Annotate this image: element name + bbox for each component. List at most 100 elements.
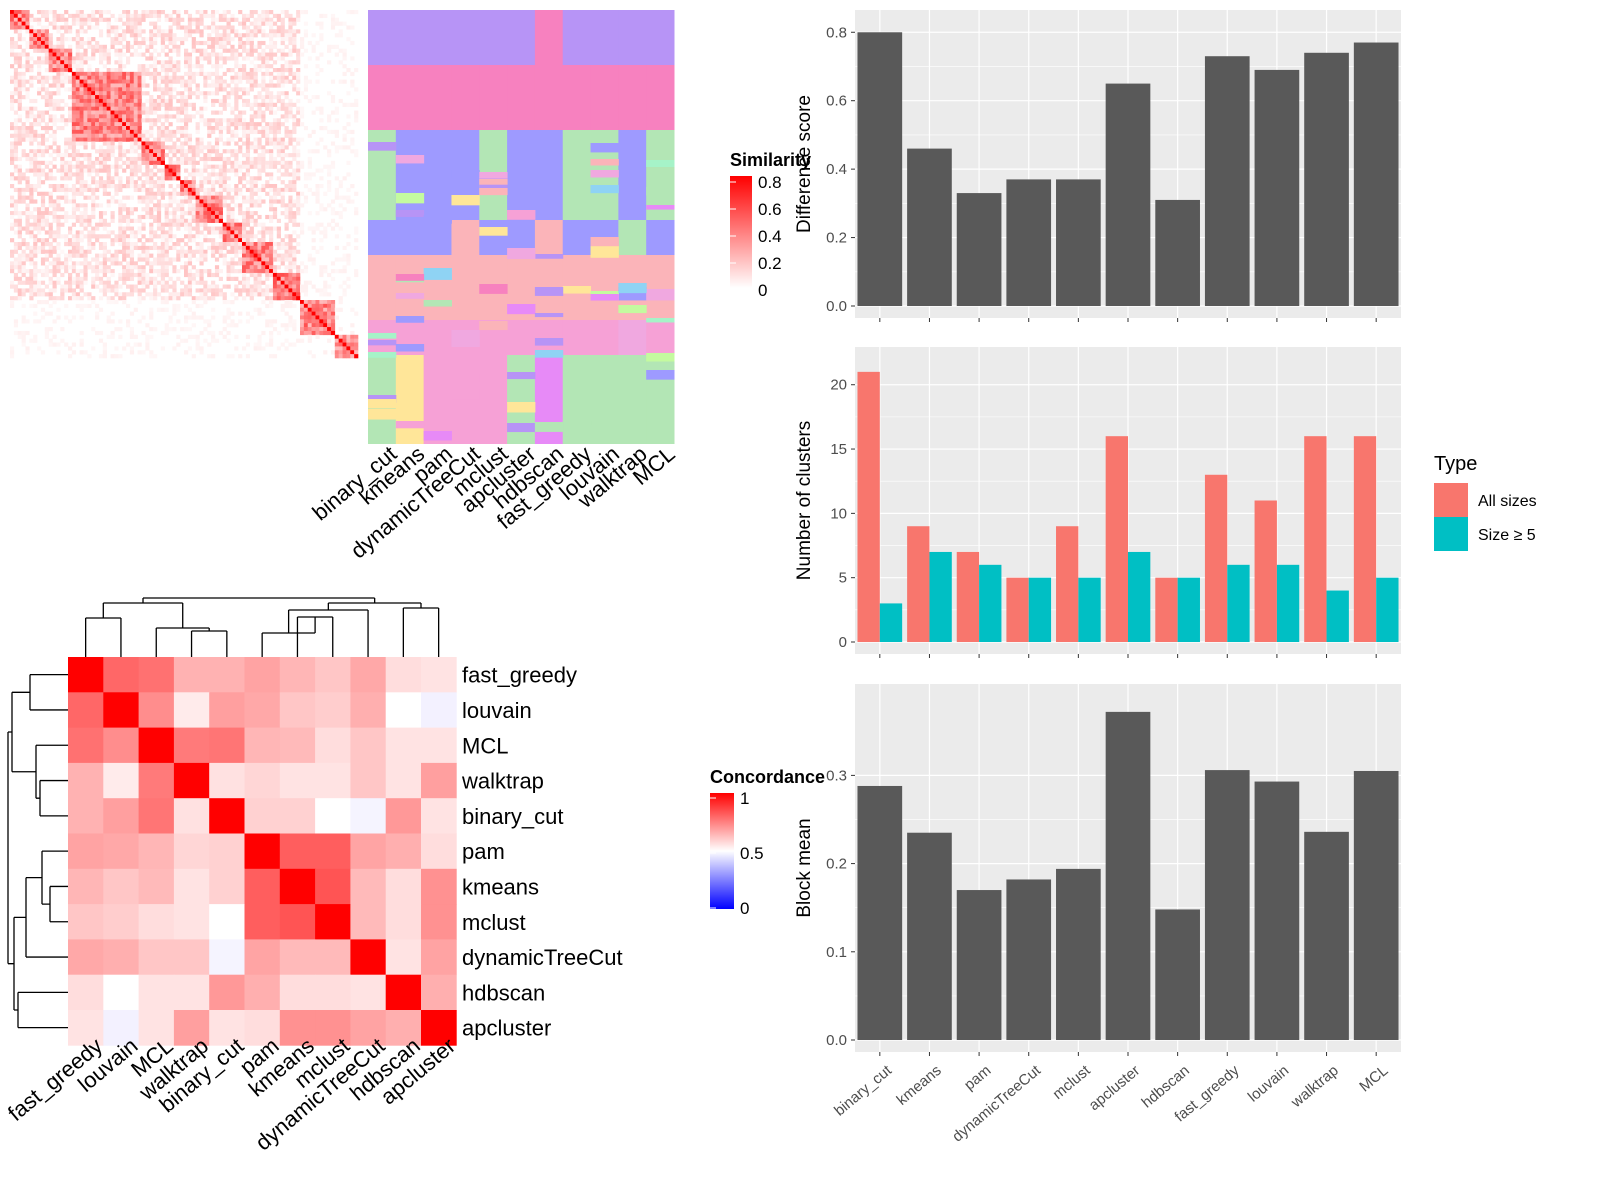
similarity-cell	[203, 319, 208, 324]
similarity-cell	[342, 71, 347, 77]
similarity-cell	[21, 48, 26, 53]
similarity-cell	[245, 79, 251, 84]
similarity-cell	[214, 292, 220, 297]
assignment-cell	[423, 268, 452, 280]
similarity-cell	[75, 68, 80, 73]
similarity-cell	[75, 64, 80, 69]
similarity-cell	[13, 25, 19, 30]
similarity-cell	[276, 245, 281, 251]
similarity-cell	[199, 195, 204, 200]
similarity-cell	[222, 87, 227, 92]
similarity-cell	[311, 330, 316, 336]
similarity-cell	[168, 114, 173, 119]
similarity-cell	[102, 184, 107, 189]
similarity-cell	[269, 354, 274, 359]
similarity-cell	[191, 280, 196, 285]
similarity-cell	[292, 276, 297, 281]
similarity-cell	[292, 261, 297, 266]
similarity-cell	[276, 56, 281, 61]
similarity-cell	[269, 156, 274, 162]
similarity-cell	[87, 296, 92, 301]
similarity-cell	[300, 106, 305, 111]
similarity-cell	[25, 187, 30, 193]
similarity-cell	[354, 230, 359, 235]
similarity-cell	[211, 10, 216, 15]
similarity-cell	[37, 118, 42, 123]
similarity-cell	[234, 33, 239, 38]
similarity-cell	[114, 292, 119, 297]
similarity-cell	[149, 315, 154, 320]
similarity-cell	[95, 110, 100, 115]
similarity-cell	[25, 203, 30, 208]
similarity-cell	[79, 180, 84, 185]
similarity-cell	[222, 319, 227, 324]
similarity-cell	[203, 280, 208, 285]
similarity-cell	[199, 33, 204, 38]
similarity-cell	[257, 214, 262, 220]
similarity-cell	[288, 184, 293, 189]
similarity-cell	[156, 168, 162, 173]
similarity-cell	[33, 199, 38, 204]
similarity-cell	[184, 83, 189, 88]
similarity-cell	[129, 168, 135, 173]
similarity-cell	[245, 87, 251, 92]
similarity-cell	[137, 25, 142, 30]
similarity-cell	[102, 354, 107, 359]
similarity-cell	[160, 133, 165, 138]
similarity-cell	[160, 184, 165, 189]
similarity-cell	[195, 137, 200, 142]
similarity-cell	[288, 180, 293, 185]
similarity-cell	[95, 160, 100, 165]
similarity-cell	[242, 68, 247, 73]
similarity-cell	[214, 44, 220, 49]
similarity-cell	[118, 122, 123, 127]
concordance-row-label: mclust	[462, 910, 526, 935]
similarity-cell	[242, 48, 247, 53]
similarity-cell	[52, 83, 57, 88]
similarity-cell	[29, 33, 34, 38]
concordance-cell	[315, 904, 351, 940]
similarity-cell	[160, 222, 165, 227]
similarity-cell	[276, 106, 281, 111]
similarity-cell	[211, 242, 216, 247]
similarity-cell	[44, 129, 49, 135]
similarity-cell	[280, 272, 285, 278]
similarity-cell	[137, 276, 142, 281]
similarity-cell	[253, 269, 258, 274]
similarity-cell	[52, 156, 57, 162]
similarity-cell	[52, 176, 57, 181]
similarity-cell	[75, 284, 80, 289]
similarity-cell	[207, 180, 212, 185]
similarity-cell	[172, 40, 177, 46]
similarity-cell	[187, 307, 193, 312]
similarity-cell	[207, 13, 212, 19]
similarity-cell	[79, 141, 84, 146]
similarity-cell	[29, 245, 34, 251]
similarity-cell	[242, 160, 247, 165]
similarity-cell	[13, 257, 19, 262]
similarity-cell	[191, 106, 196, 111]
similarity-cell	[160, 33, 165, 38]
similarity-cell	[292, 33, 297, 38]
concordance-cell	[209, 692, 245, 728]
similarity-cell	[280, 10, 285, 15]
similarity-cell	[187, 230, 193, 235]
similarity-cell	[153, 29, 158, 34]
similarity-cell	[257, 172, 262, 177]
similarity-cell	[33, 187, 38, 193]
similarity-cell	[122, 29, 127, 34]
similarity-cell	[156, 52, 162, 57]
similarity-cell	[284, 133, 289, 138]
similarity-cell	[211, 172, 216, 177]
similarity-cell	[98, 245, 104, 251]
similarity-cell	[13, 13, 19, 19]
similarity-cell	[242, 234, 247, 239]
similarity-cell	[269, 269, 274, 274]
similarity-cell	[153, 276, 158, 281]
similarity-cell	[87, 195, 92, 200]
concordance-cell	[138, 657, 175, 693]
similarity-cell	[292, 253, 297, 258]
similarity-cell	[176, 160, 181, 165]
similarity-cell	[126, 238, 131, 243]
similarity-cell	[114, 164, 119, 169]
